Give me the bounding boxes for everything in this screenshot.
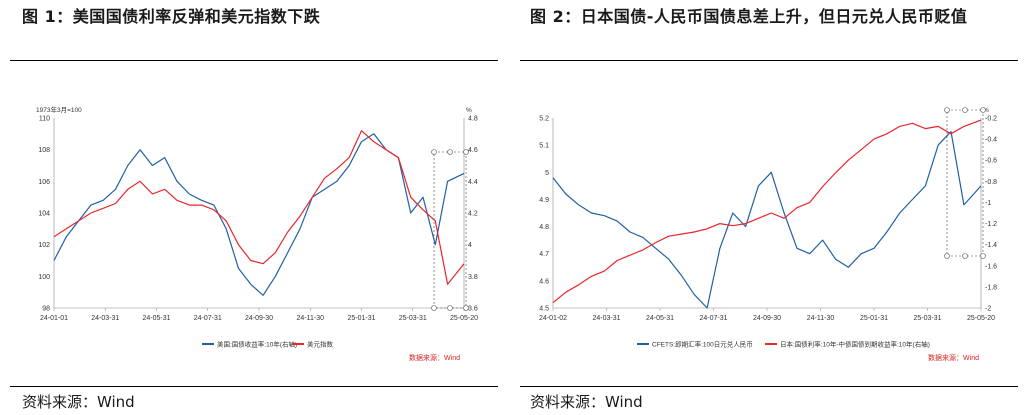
right-tick-label-0: -2: [985, 306, 991, 313]
right-tick-label-8: -0.4: [985, 137, 997, 144]
left-tick-label-1: 100: [38, 274, 50, 281]
right-tick-label-6: 4.8: [468, 116, 478, 123]
x-tick-label-6: 25-01-31: [860, 315, 888, 322]
x-tick-label-6: 25-01-31: [347, 315, 375, 322]
left-tick-label-2: 4.7: [539, 251, 549, 258]
chart-us-yield-dollar-index: 98 100 102 104 106 108 110 3.6 3.8 4 4.2 4.4 4.6 4.8 2…: [36, 105, 478, 362]
legend-label-1: 美元指数: [307, 340, 334, 349]
right-tick-label-3: -1.4: [985, 242, 997, 249]
highlight-handle-1: [962, 107, 968, 113]
right-tick-label-4: -1.2: [985, 221, 997, 228]
divider-top-left: [10, 60, 498, 61]
highlight-handle-5: [980, 253, 986, 259]
legend-label-0: 美国:国债收益率:10年(右轴): [217, 340, 297, 349]
right-tick-label-1: -1.8: [985, 284, 997, 291]
left-tick-label-3: 4.8: [539, 224, 549, 231]
highlight-handle-5: [463, 305, 469, 311]
right-tick-label-3: 4.2: [468, 211, 478, 218]
x-tick-label-8: 25-05-20: [450, 315, 478, 322]
left-tick-label-0: 98: [42, 306, 50, 313]
left-tick-label-4: 106: [38, 179, 50, 186]
x-tick-label-8: 25-05-20: [967, 315, 995, 322]
highlight-handle-2: [463, 149, 469, 155]
x-tick-label-5: 24-11-30: [296, 315, 324, 322]
series-line-0: [53, 133, 465, 296]
x-tick-label-1: 24-03-31: [91, 315, 119, 322]
series-line-0: [552, 130, 982, 309]
highlight-handle-0: [944, 107, 950, 113]
x-tick-label-1: 24-03-31: [592, 315, 620, 322]
x-tick-label-0: 24-01-01: [40, 315, 68, 322]
x-tick-label-3: 24-07-31: [194, 315, 222, 322]
left-tick-label-6: 110: [39, 116, 50, 123]
figure-1-caption: 图 1：美国国债利率反弹和美元指数下跌: [22, 7, 321, 26]
left-tick-label-4: 4.9: [539, 197, 549, 204]
highlight-handle-2: [980, 107, 986, 113]
right-tick-label-9: -0.2: [985, 116, 997, 123]
x-tick-label-3: 24-07-31: [699, 315, 727, 322]
highlight-handle-1: [447, 149, 453, 155]
left-tick-label-7: 5.2: [539, 116, 549, 123]
legend-label-1: 日本:国债利率:10年-中债国债到期收益率:10年(右轴): [780, 340, 930, 349]
right-unit-label: %: [983, 107, 989, 114]
right-tick-label-5: 4.6: [468, 147, 478, 154]
highlight-handle-0: [431, 149, 437, 155]
x-tick-label-7: 25-03-31: [399, 315, 427, 322]
chart-source-note: 数据来源：Wind: [928, 353, 979, 362]
series-line-1: [53, 130, 465, 285]
right-tick-label-6: -0.8: [985, 179, 997, 186]
right-tick-label-5: -1: [985, 200, 991, 207]
right-tick-label-2: -1.6: [985, 263, 997, 270]
left-unit-label: 1973年3月=100: [36, 105, 82, 114]
x-tick-label-4: 24-09-30: [753, 315, 781, 322]
left-tick-label-0: 4.5: [539, 306, 549, 313]
highlight-handle-4: [447, 305, 453, 311]
left-tick-label-5: 108: [38, 147, 50, 154]
highlight-handle-3: [431, 305, 437, 311]
highlight-handle-3: [944, 253, 950, 259]
divider-bottom-right: [520, 386, 1018, 387]
chart-jpy-cny-spread: 4.5 4.6 4.7 4.8 4.9 5 5.1 5.2 -2 -1.8 -1.6 -1.4 -1.2…: [539, 107, 997, 362]
right-unit-label: %: [466, 107, 472, 114]
figure-2-caption: 图 2：日本国债-人民币国债息差上升，但日元兑人民币贬值: [530, 7, 968, 26]
source-right: 资料来源：Wind: [530, 393, 643, 411]
x-tick-label-2: 24-05-31: [142, 315, 170, 322]
right-tick-label-2: 4: [468, 242, 472, 249]
left-tick-label-3: 104: [38, 211, 50, 218]
right-tick-label-4: 4.4: [468, 179, 478, 186]
x-tick-label-5: 24-11-30: [807, 315, 835, 322]
chart-source-note: 数据来源：Wind: [409, 353, 460, 362]
x-tick-label-2: 24-05-31: [646, 315, 674, 322]
right-tick-label-7: -0.6: [985, 158, 997, 165]
x-tick-label-4: 24-09-30: [245, 315, 273, 322]
series-line-1: [552, 119, 982, 304]
right-tick-label-1: 3.8: [468, 274, 478, 281]
highlight-handle-4: [962, 253, 968, 259]
left-tick-label-5: 5: [545, 170, 549, 177]
divider-bottom-left: [10, 386, 498, 387]
left-tick-label-2: 102: [38, 242, 50, 249]
left-tick-label-1: 4.6: [539, 278, 549, 285]
x-tick-label-7: 25-03-31: [913, 315, 941, 322]
legend-label-0: CFETS:即期汇率:100日元兑人民币: [652, 340, 753, 349]
divider-top-right: [520, 60, 1018, 61]
left-tick-label-6: 5.1: [539, 143, 549, 150]
highlight-box: [946, 109, 984, 257]
right-tick-label-0: 3.6: [468, 306, 478, 313]
x-tick-label-0: 24-01-02: [539, 315, 567, 322]
source-left: 资料来源：Wind: [22, 393, 135, 411]
